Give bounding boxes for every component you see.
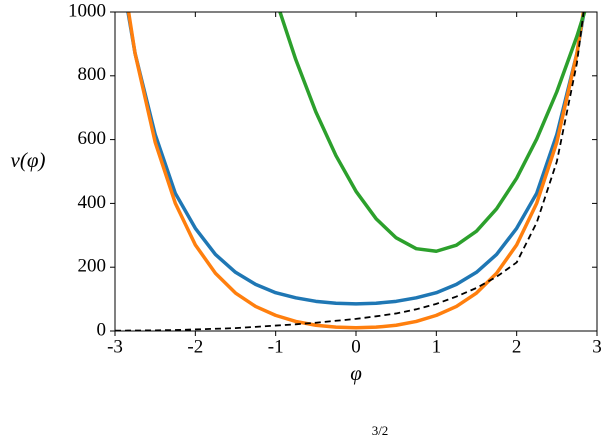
annotation: 3/2	[372, 423, 389, 435]
x-tick-label: 3	[592, 336, 602, 357]
plot-frame	[114, 11, 598, 332]
x-axis-label: φ	[350, 361, 362, 385]
data-line	[126, 12, 586, 306]
y-tick-label: 800	[78, 64, 107, 85]
data-line	[278, 12, 587, 253]
y-tick-label: 600	[78, 128, 107, 149]
y-tick-label: 0	[97, 319, 107, 340]
x-tick-label: -2	[187, 336, 203, 357]
x-tick-label: 0	[351, 336, 361, 357]
plot-lines	[115, 12, 587, 331]
x-tick-label: -1	[268, 336, 284, 357]
data-line	[126, 12, 586, 330]
x-tick-label: 1	[432, 336, 442, 357]
y-tick-label: 400	[78, 192, 107, 213]
y-tick-label: 200	[78, 256, 107, 277]
x-tick-label: 2	[512, 336, 522, 357]
y-axis-label: v(φ)	[11, 148, 46, 172]
data-line	[115, 12, 585, 331]
y-tick-label: 1000	[68, 0, 106, 21]
x-tick-label: -3	[107, 336, 123, 357]
